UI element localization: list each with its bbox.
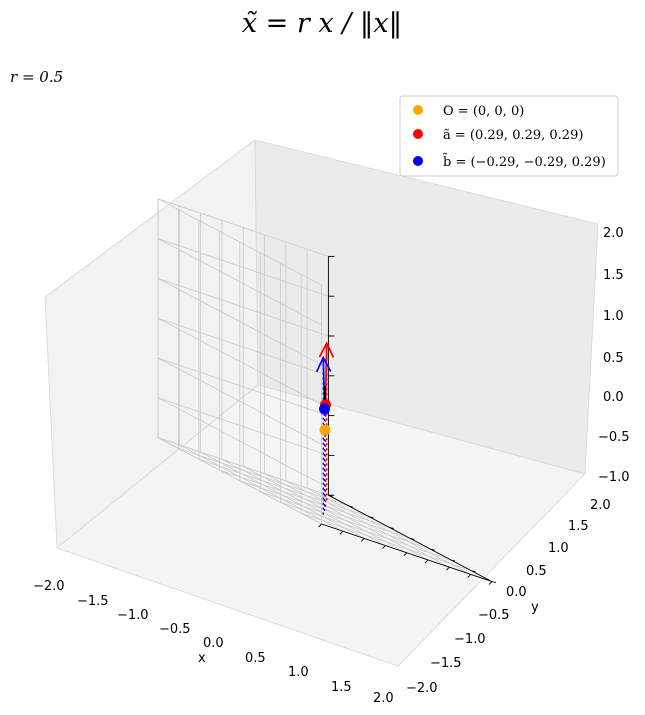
grid-line-floor-y (219, 469, 390, 528)
y-tick-mark (410, 537, 415, 540)
grid-line-left-z (157, 278, 322, 366)
grid-line-left-z (157, 397, 322, 485)
grid-line-back-z (157, 278, 329, 337)
z-tick-label: 1.0 (603, 309, 624, 324)
y-tick-label: −2.0 (406, 681, 438, 696)
y-tick-mark (471, 570, 476, 573)
legend-marker-a (413, 129, 423, 139)
y-tick-label: 0.0 (506, 585, 527, 600)
grid-line-back-z (157, 317, 329, 377)
x-tick-mark (424, 559, 429, 564)
y-axis-label: y (531, 600, 539, 615)
x-tick-label: 1.0 (288, 665, 309, 680)
grid-line-left-z (157, 317, 322, 405)
grid-line-back-z (157, 198, 329, 257)
x-tick-labels: −2.0 −1.5 −1.0 −0.5 0.0 0.5 1.0 1.5 2.0 (33, 579, 394, 706)
y-tick-label: 1.0 (548, 541, 569, 556)
data-points (319, 399, 331, 436)
tick-marks (318, 255, 497, 585)
x-tick-mark (467, 574, 472, 578)
vector-arrowhead (318, 341, 335, 358)
y-tick-label: 0.5 (526, 564, 547, 579)
legend-item: O = (0, 0, 0) (413, 104, 524, 119)
y-tick-mark (450, 559, 456, 562)
legend-item: ã = (0.29, 0.29, 0.29) (413, 128, 583, 143)
grid-line-left-z (157, 238, 322, 326)
z-tick-label: 0.0 (603, 390, 624, 405)
x-tick-mark (488, 581, 493, 585)
radius-annotation: r = 0.5 (10, 68, 63, 86)
x-tick-mark (382, 545, 386, 549)
y-tick-label: 1.5 (568, 519, 589, 534)
x-axis-label: x (198, 651, 206, 666)
grid-line-left-z (157, 198, 322, 286)
x-tick-label: 2.0 (373, 691, 394, 706)
grid-line-floor-y (178, 448, 349, 507)
legend-item: b̃ = (−0.29, −0.29, 0.29) (413, 153, 606, 170)
x-tick-label: 0.5 (245, 651, 266, 666)
y-tick-label: 2.0 (590, 498, 611, 513)
legend-marker-b (413, 156, 423, 166)
x-tick-label: −1.0 (117, 608, 149, 623)
legend-label: O = (0, 0, 0) (443, 104, 524, 119)
y-tick-label: −0.5 (478, 608, 510, 623)
grid-line-back-z (157, 397, 329, 456)
y-tick-mark (430, 548, 435, 551)
x-tick-mark (403, 552, 408, 557)
grid-line-back-z (157, 238, 329, 297)
chart-title: x̃ = r x / ‖x‖ (242, 8, 402, 39)
y-tick-label: −1.0 (454, 632, 486, 647)
vectors (315, 341, 335, 410)
y-tick-mark (348, 505, 353, 508)
grid-line-left-z (157, 437, 322, 525)
grid-line-left-z (157, 357, 322, 445)
y-tick-label: −1.5 (430, 656, 462, 671)
grid-line-floor-y (301, 512, 472, 572)
data-point (319, 403, 331, 415)
x-tick-label: −1.5 (77, 594, 109, 609)
pane-floor (56, 384, 586, 667)
data-point (319, 424, 331, 436)
legend-label: ã = (0.29, 0.29, 0.29) (443, 128, 583, 143)
grid-line-floor-y (260, 491, 431, 550)
legend-label: b̃ = (−0.29, −0.29, 0.29) (442, 153, 605, 170)
z-tick-label: 1.5 (603, 268, 624, 283)
z-tick-label: −0.5 (598, 430, 630, 445)
z-tick-label: 0.5 (603, 351, 624, 366)
grid-line-floor-y (280, 502, 452, 561)
x-tick-mark (446, 566, 450, 571)
grid-lines (157, 198, 493, 582)
grid-line-back-z (157, 437, 329, 496)
z-tick-labels: −1.0 −0.5 0.0 0.5 1.0 1.5 2.0 (598, 226, 630, 485)
y-tick-mark (491, 581, 497, 584)
vector-arrowhead (315, 355, 332, 373)
y-tick-labels: −2.0 −1.5 −1.0 −0.5 0.0 0.5 1.0 1.5 2.0 (406, 498, 611, 696)
z-tick-label: 2.0 (603, 226, 624, 241)
z-tick-label: −1.0 (598, 470, 630, 485)
x-tick-mark (339, 530, 344, 535)
x-tick-mark (360, 538, 365, 542)
legend: O = (0, 0, 0) ã = (0.29, 0.29, 0.29) b̃ … (399, 95, 619, 177)
legend-marker-origin (413, 105, 423, 115)
x-tick-label: 0.0 (203, 636, 224, 651)
y-tick-mark (389, 527, 394, 530)
y-tick-mark (369, 516, 374, 519)
grid-line-back-z (157, 357, 329, 416)
x-tick-mark (318, 523, 322, 528)
x-tick-label: −2.0 (33, 579, 65, 594)
x-tick-label: 1.5 (331, 680, 352, 695)
x-tick-label: −0.5 (159, 622, 191, 637)
grid-line-floor-y (198, 458, 370, 518)
